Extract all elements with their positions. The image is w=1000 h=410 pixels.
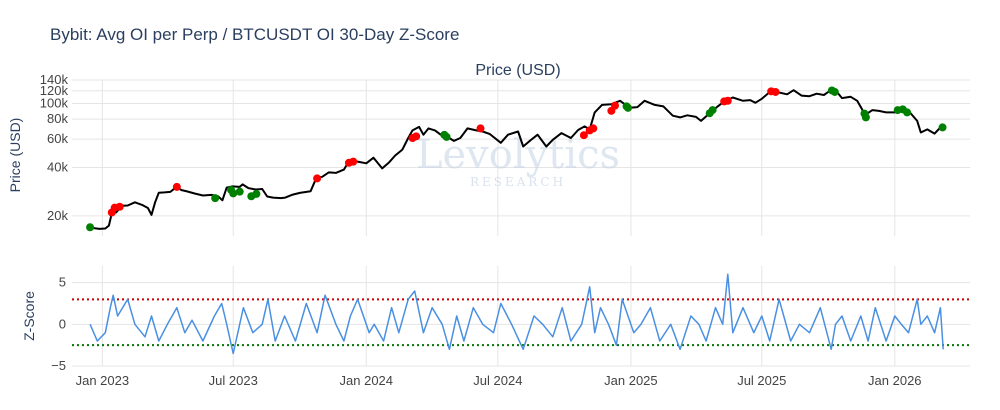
x-tick-label: Jan 2024: [340, 373, 394, 388]
price-marker: [412, 132, 421, 141]
chart-title: Bybit: Avg OI per Perp / BTCUSDT OI 30-D…: [50, 25, 459, 44]
price-y-tick-label: 20k: [47, 208, 68, 223]
zscore-y-tick-label: 0: [59, 316, 66, 331]
price-marker: [442, 132, 451, 141]
zscore-gridlines: [72, 266, 970, 367]
price-marker: [86, 223, 95, 232]
watermark-subtext: RESEARCH: [470, 175, 566, 189]
zscore-thresholds: [72, 298, 970, 347]
price-y-tick-label: 40k: [47, 159, 68, 174]
price-subplot-title: Price (USD): [475, 62, 560, 79]
x-tick-label: Jul 2025: [737, 373, 786, 388]
price-marker: [211, 194, 220, 203]
price-marker: [579, 131, 588, 140]
price-marker: [938, 123, 947, 132]
price-marker: [830, 87, 839, 96]
zscore-y-axis-label: Z-Score: [21, 291, 37, 341]
price-marker: [723, 96, 732, 105]
price-marker: [589, 124, 598, 133]
price-marker: [861, 113, 870, 122]
price-marker: [610, 101, 619, 110]
x-tick-label: Jan 2023: [76, 373, 130, 388]
x-tick-label: Jul 2024: [473, 373, 522, 388]
price-marker: [229, 189, 238, 198]
price-marker: [172, 182, 181, 191]
price-marker: [235, 187, 244, 196]
price-markers: [86, 86, 947, 232]
price-marker: [252, 189, 261, 198]
zscore-series: [89, 273, 944, 355]
price-series: [89, 86, 942, 230]
x-axis-ticks: Jan 2023 Jul 2023 Jan 2024 Jul 2024 Jan 2025…: [76, 373, 922, 388]
price-marker: [903, 108, 912, 117]
x-tick-label: Jul 2023: [209, 373, 258, 388]
watermark-text: Levolytics: [416, 132, 620, 178]
price-y-tick-label: 100k: [40, 96, 69, 111]
price-y-tick-label: 140k: [40, 72, 69, 87]
price-y-tick-label: 80k: [47, 111, 68, 126]
x-tick-label: Jan 2025: [604, 373, 658, 388]
price-marker: [708, 106, 717, 115]
price-line: [89, 86, 942, 230]
price-marker: [349, 157, 358, 166]
price-marker: [624, 103, 633, 112]
price-marker: [771, 87, 780, 96]
zscore-line: [89, 273, 944, 355]
price-y-tick-label: 120k: [40, 83, 69, 98]
price-marker: [313, 174, 322, 183]
x-tick-label: Jan 2026: [868, 373, 922, 388]
price-marker: [476, 124, 485, 133]
price-marker: [115, 202, 124, 211]
zscore-y-tick-label: −5: [51, 358, 66, 373]
price-y-tick-label: 60k: [47, 131, 68, 146]
price-y-axis-label: Price (USD): [7, 118, 23, 193]
zscore-y-ticks: 5 0 −5: [51, 275, 66, 373]
zscore-y-tick-label: 5: [59, 275, 66, 290]
